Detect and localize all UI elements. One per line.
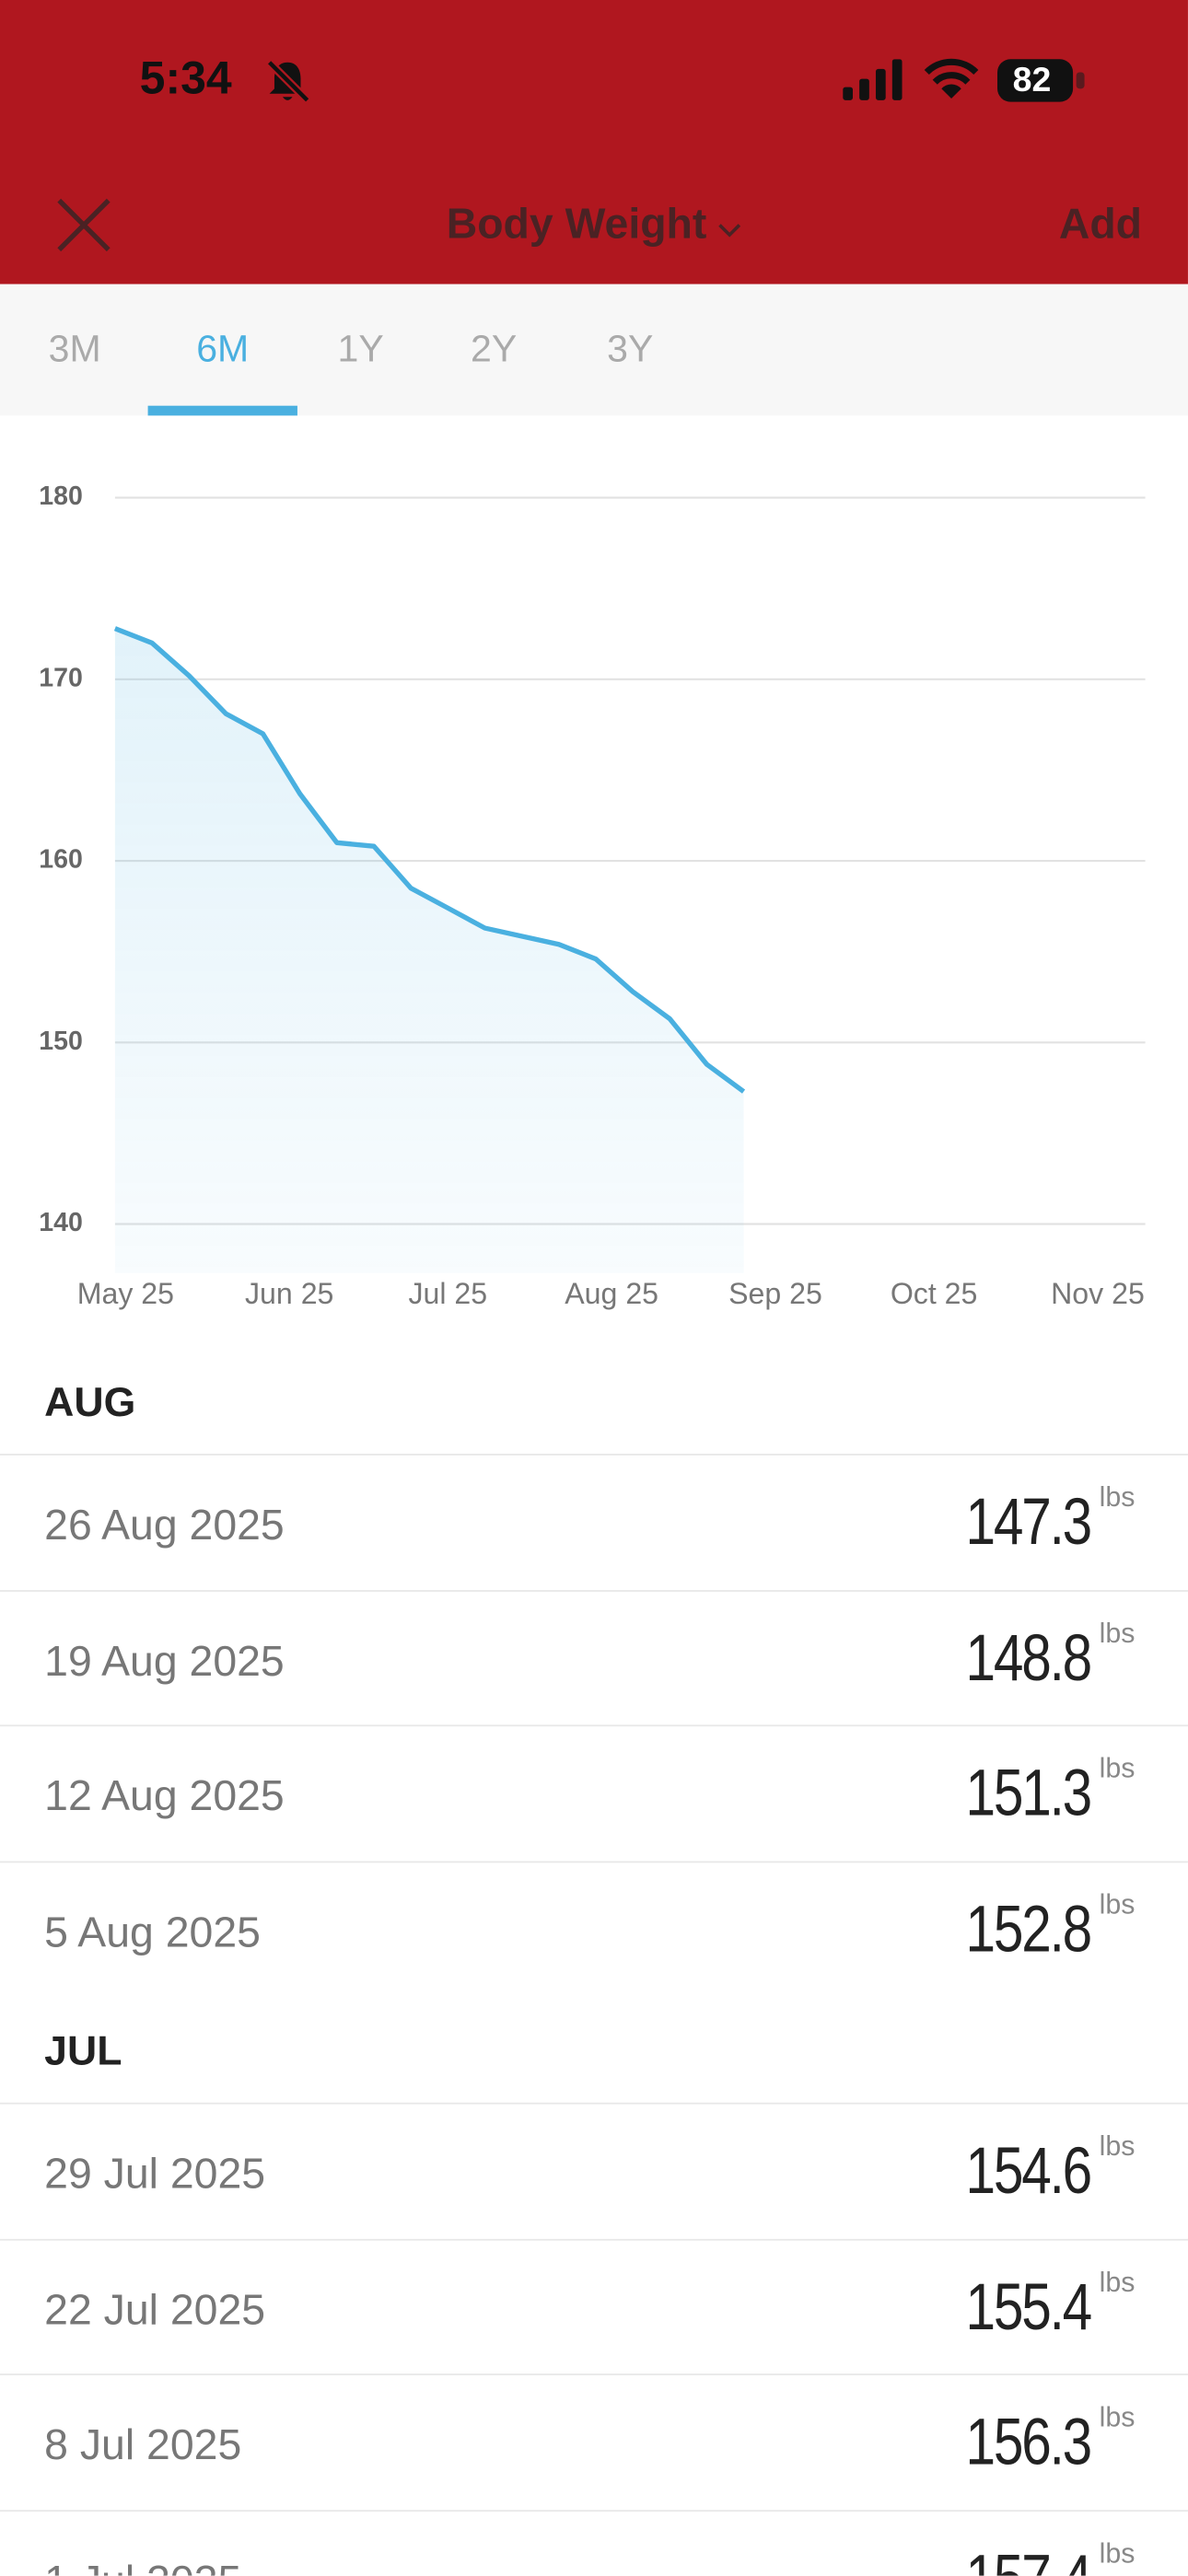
y-tick-label: 160: [39, 845, 83, 875]
x-tick-label: Oct 25: [891, 1277, 978, 1310]
entry-date: 22 Jul 2025: [44, 2283, 266, 2334]
range-tab[interactable]: 3M: [48, 327, 101, 370]
signal-icon: [843, 59, 903, 100]
entry-date: 12 Aug 2025: [44, 1770, 285, 1820]
entry-date: 26 Aug 2025: [44, 1499, 285, 1549]
entry-value: 152.8: [966, 1893, 1093, 1966]
entry-value: 154.6: [966, 2135, 1093, 2208]
entry-value: 155.4: [966, 2270, 1093, 2344]
history-row[interactable]: 12 Aug 2025 151.3 lbs: [0, 1724, 1188, 1860]
x-tick-label: Nov 25: [1051, 1277, 1145, 1310]
entry-unit: lbs: [1099, 2130, 1136, 2163]
x-tick-label: May 25: [77, 1277, 174, 1310]
x-tick-label: Sep 25: [728, 1277, 822, 1310]
x-tick-label: Jun 25: [245, 1277, 333, 1310]
line: [113, 626, 746, 1094]
y-tick-label: 150: [39, 1027, 83, 1056]
y-tick-label: 170: [39, 663, 83, 692]
entry-date: 5 Aug 2025: [44, 1906, 261, 1956]
entry-unit: lbs: [1099, 1481, 1136, 1514]
entry-date: 19 Aug 2025: [44, 1635, 285, 1685]
entry-unit: lbs: [1099, 1887, 1136, 1920]
entry-unit: lbs: [1099, 1752, 1136, 1784]
entry-date: 8 Jul 2025: [44, 2419, 242, 2469]
entry-value: 147.3: [966, 1486, 1093, 1560]
area: [114, 628, 744, 1273]
y-tick-label: 180: [39, 482, 83, 511]
entry-date: 29 Jul 2025: [44, 2148, 266, 2199]
history-row[interactable]: 22 Jul 2025 155.4 lbs: [0, 2237, 1188, 2373]
entry-value: 156.3: [966, 2406, 1093, 2479]
add-button[interactable]: Add: [1058, 198, 1143, 249]
battery-icon: 82: [997, 59, 1085, 102]
dropdown-chevron: [718, 224, 741, 238]
entry-unit: lbs: [1099, 2266, 1136, 2298]
title-text: Body Weight: [446, 198, 707, 249]
wifi-icon: [924, 58, 979, 99]
history-row[interactable]: 19 Aug 2025 148.8 lbs: [0, 1589, 1188, 1724]
history-row[interactable]: 26 Aug 2025 147.3 lbs: [0, 1454, 1188, 1589]
entry-value: 157.4: [966, 2542, 1093, 2576]
chart: 140 150 160 170 180 May 25 Jun 25 Jul 25 Aug 25 S…: [39, 482, 1146, 1310]
history-list: AUG 26 Aug 2025 147.3 lbs 19 Aug 2025 148.8 lb…: [0, 1347, 1188, 2576]
silent-icon: [266, 59, 310, 103]
entry-unit: lbs: [1099, 2401, 1136, 2433]
header-bar: 5:34 82 Body Weight Add: [0, 0, 1188, 284]
range-tab[interactable]: 2Y: [471, 327, 518, 370]
month-header: AUG: [44, 1379, 136, 1426]
entry-date: 1 Jul 2025: [44, 2555, 241, 2575]
status-time: 5:34: [139, 52, 232, 104]
battery-level: 82: [1013, 60, 1052, 99]
entry-unit: lbs: [1099, 2536, 1136, 2569]
close-button[interactable]: [54, 195, 113, 254]
range-tab[interactable]: 6M: [147, 327, 297, 416]
month-header: JUL: [44, 2028, 122, 2075]
range-tab[interactable]: 1Y: [337, 327, 384, 370]
screen-title[interactable]: Body Weight: [0, 199, 1188, 249]
entry-value: 151.3: [966, 1758, 1093, 1830]
entry-value: 148.8: [966, 1621, 1093, 1695]
history-row[interactable]: 5 Aug 2025 152.8 lbs: [0, 1860, 1188, 1996]
range-tabs: 3M 6M 1Y 2Y 3Y: [0, 284, 1188, 416]
range-tab[interactable]: 3Y: [607, 327, 654, 370]
history-row[interactable]: 29 Jul 2025 154.6 lbs: [0, 2102, 1188, 2238]
y-tick-label: 140: [39, 1208, 83, 1237]
entry-unit: lbs: [1099, 1617, 1136, 1649]
x-tick-label: Jul 25: [408, 1277, 487, 1310]
history-row[interactable]: 8 Jul 2025 156.3 lbs: [0, 2373, 1188, 2509]
x-tick-label: Aug 25: [565, 1277, 658, 1310]
